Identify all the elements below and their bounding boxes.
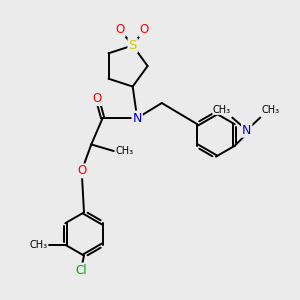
Text: O: O (116, 23, 125, 36)
Text: Cl: Cl (75, 263, 87, 277)
Text: CH₃: CH₃ (29, 240, 47, 250)
Text: CH₃: CH₃ (213, 105, 231, 115)
Text: O: O (93, 92, 102, 105)
Text: N: N (133, 112, 142, 124)
Text: O: O (140, 23, 149, 36)
Text: S: S (128, 39, 137, 52)
Text: CH₃: CH₃ (262, 105, 280, 115)
Text: CH₃: CH₃ (116, 146, 134, 156)
Text: O: O (77, 164, 86, 177)
Text: N: N (242, 124, 251, 137)
